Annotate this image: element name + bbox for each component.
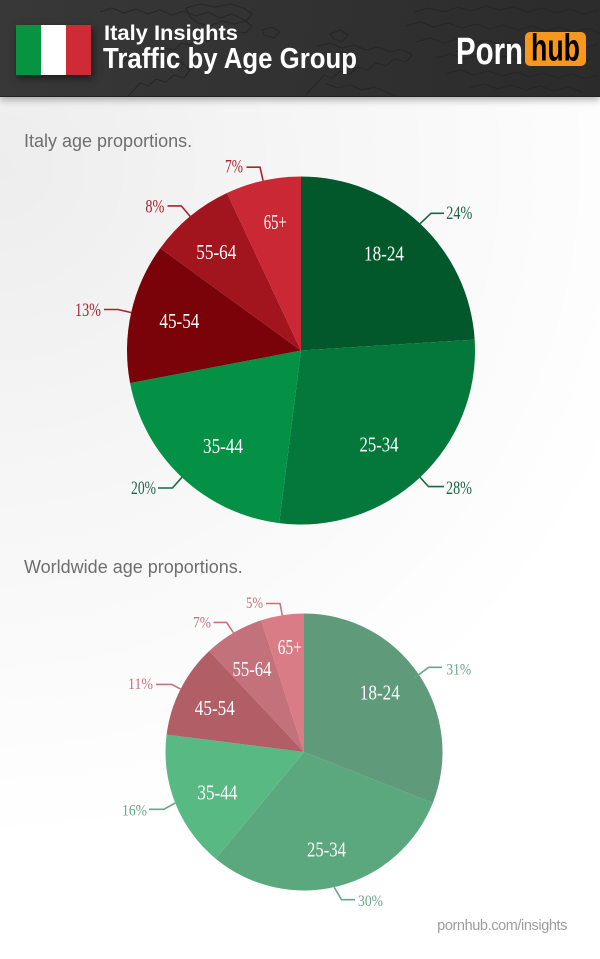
svg-text:11%: 11% <box>128 676 153 693</box>
svg-text:hub: hub <box>531 28 580 70</box>
svg-text:13%: 13% <box>75 300 101 321</box>
svg-text:55-64: 55-64 <box>196 240 236 264</box>
svg-text:65+: 65+ <box>278 635 302 659</box>
svg-text:18-24: 18-24 <box>360 681 400 705</box>
svg-text:16%: 16% <box>122 802 147 819</box>
svg-text:24%: 24% <box>446 203 472 224</box>
svg-text:25-34: 25-34 <box>360 432 399 456</box>
svg-text:5%: 5% <box>246 595 263 612</box>
svg-text:35-44: 35-44 <box>197 781 237 805</box>
svg-text:8%: 8% <box>145 197 164 218</box>
svg-text:25-34: 25-34 <box>307 837 346 861</box>
svg-text:20%: 20% <box>131 478 156 499</box>
svg-text:18-24: 18-24 <box>364 241 404 265</box>
svg-text:Porn: Porn <box>456 31 523 70</box>
svg-text:31%: 31% <box>446 662 471 679</box>
svg-text:Italy Insights: Italy Insights <box>104 21 238 45</box>
svg-text:55-64: 55-64 <box>233 657 272 681</box>
svg-text:30%: 30% <box>358 893 383 910</box>
svg-text:35-44: 35-44 <box>203 434 243 458</box>
svg-text:7%: 7% <box>193 615 211 632</box>
svg-text:65+: 65+ <box>264 210 287 234</box>
svg-text:45-54: 45-54 <box>159 309 199 333</box>
svg-text:28%: 28% <box>446 478 472 499</box>
svg-text:Traffic by Age Group: Traffic by Age Group <box>103 43 357 75</box>
svg-text:45-54: 45-54 <box>195 696 235 720</box>
svg-text:7%: 7% <box>225 156 243 177</box>
